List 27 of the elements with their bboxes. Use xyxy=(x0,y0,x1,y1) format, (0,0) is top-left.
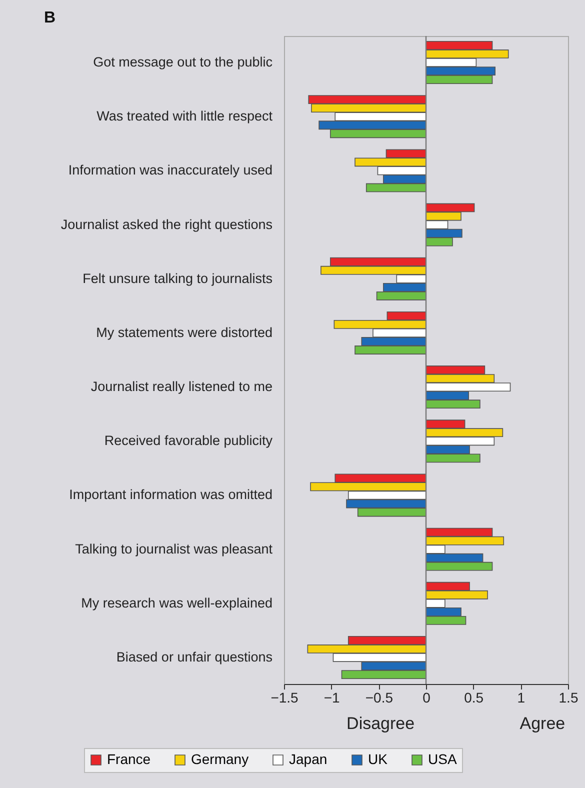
y-tick-label: Biased or unfair questions xyxy=(116,649,273,664)
y-tick-label: Felt unsure talking to journalists xyxy=(82,270,273,286)
legend-label: Germany xyxy=(191,751,249,767)
text: B xyxy=(44,9,56,26)
x-tick-label: 0.5 xyxy=(464,690,484,706)
x-tick-label: 0 xyxy=(422,690,431,706)
legend-label: Japan xyxy=(289,751,328,767)
y-tick-label: My research was well-explained xyxy=(81,595,272,610)
x-tick-label: −1 xyxy=(324,690,340,706)
text: Agree xyxy=(520,714,566,733)
y-tick-label: Got message out to the public xyxy=(93,54,273,70)
x-tick-label: 1 xyxy=(517,690,526,706)
y-tick-label: Received favorable publicity xyxy=(104,433,273,448)
y-tick-label: Important information was omitted xyxy=(69,487,272,502)
x-tick-label: −0.5 xyxy=(365,690,394,706)
y-tick-label: Information was inaccurately used xyxy=(68,162,272,178)
x-tick-label: 1.5 xyxy=(558,690,578,706)
text: Disagree xyxy=(346,714,415,733)
legend-label: UK xyxy=(368,751,388,767)
legend-label: USA xyxy=(428,751,458,767)
y-tick-label: My statements were distorted xyxy=(96,324,272,340)
legend-label: France xyxy=(107,751,151,767)
x-tick-label: −1.5 xyxy=(270,690,299,706)
y-tick-label: Talking to journalist was pleasant xyxy=(75,541,273,556)
y-tick-label: Was treated with little respect xyxy=(96,108,273,124)
y-tick-label: Journalist asked the right questions xyxy=(60,216,273,232)
y-tick-label: Journalist really listened to me xyxy=(90,379,272,394)
